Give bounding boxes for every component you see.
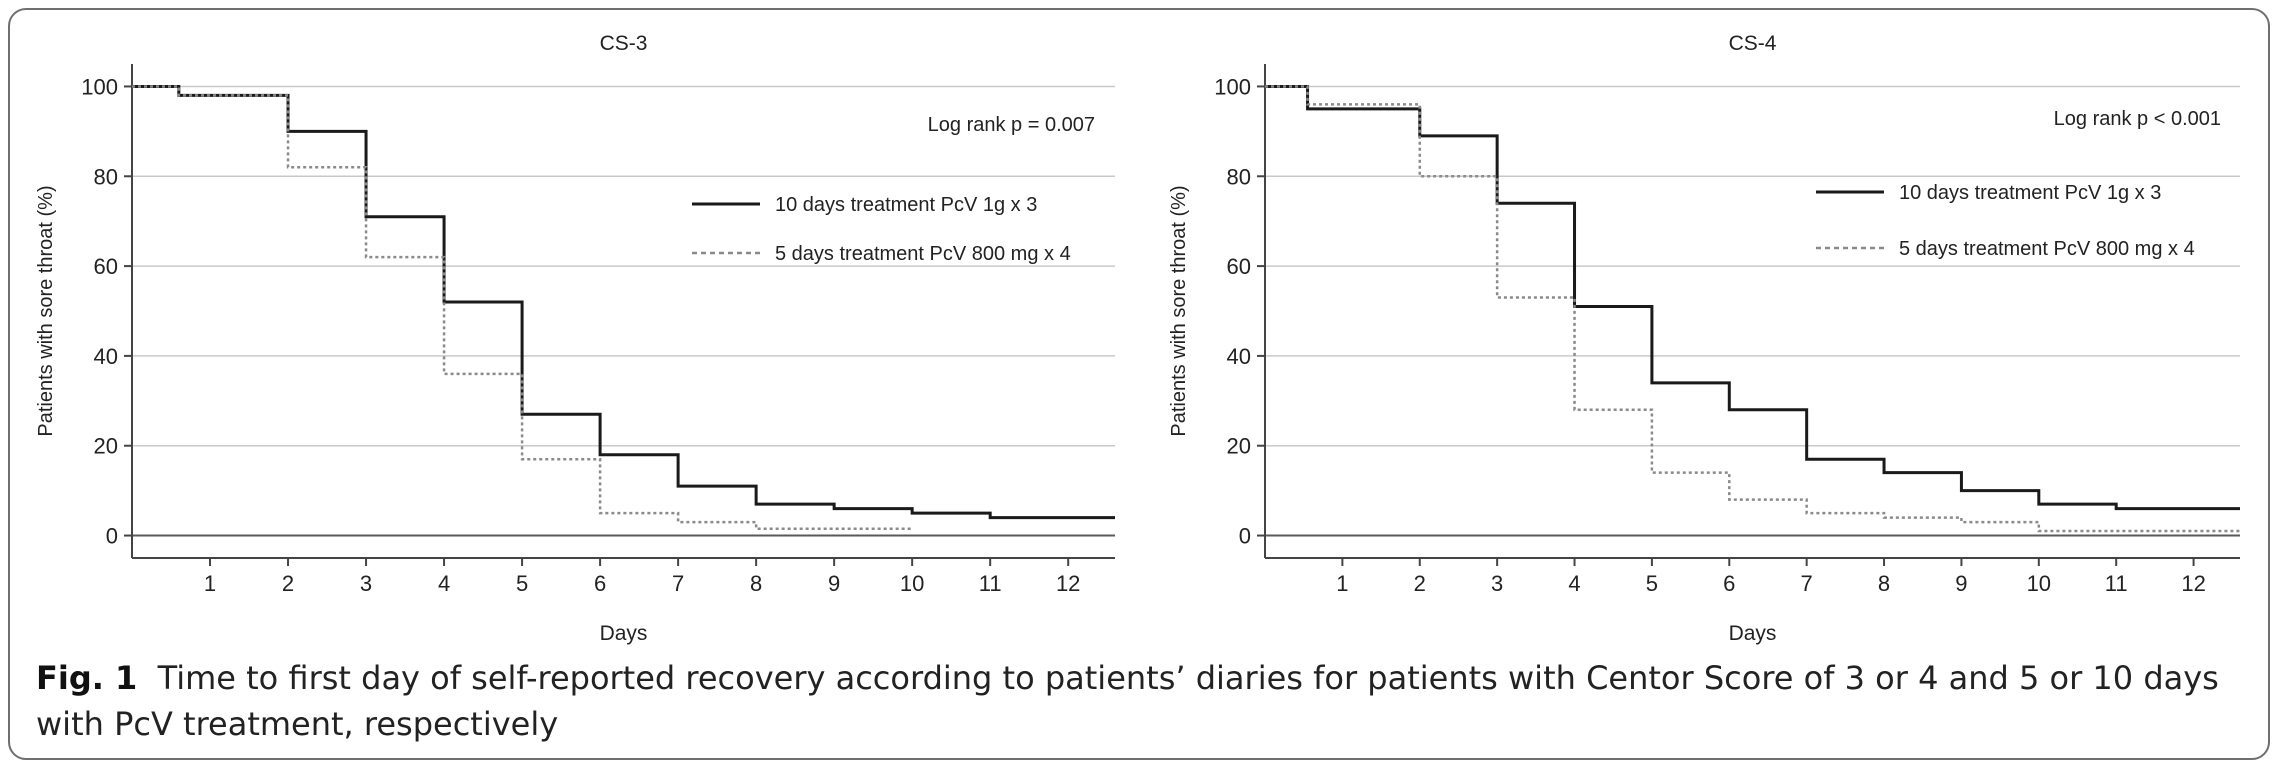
x-tick-label: 2 bbox=[282, 571, 294, 596]
legend-label: 10 days treatment PcV 1g x 3 bbox=[1899, 182, 2161, 204]
x-tick-label: 5 bbox=[516, 571, 528, 596]
y-tick-label: 60 bbox=[94, 254, 118, 279]
x-tick-label: 5 bbox=[1646, 571, 1658, 596]
y-tick-label: 40 bbox=[94, 344, 118, 369]
x-tick-label: 3 bbox=[1491, 571, 1503, 596]
y-tick-label: 80 bbox=[94, 164, 118, 189]
y-tick-label: 40 bbox=[1227, 344, 1251, 369]
x-tick-label: 8 bbox=[750, 571, 762, 596]
series-line-5-days bbox=[132, 85, 913, 531]
x-tick-label: 7 bbox=[1801, 571, 1813, 596]
x-tick-label: 8 bbox=[1878, 571, 1890, 596]
x-axis-label: Days bbox=[1729, 622, 1777, 645]
x-tick-label: 1 bbox=[204, 571, 216, 596]
x-tick-label: 3 bbox=[360, 571, 372, 596]
x-tick-label: 2 bbox=[1414, 571, 1426, 596]
chart-title: CS-4 bbox=[1729, 32, 1777, 55]
legend-label: 5 days treatment PcV 800 mg x 4 bbox=[1899, 238, 2195, 260]
legend-label: 5 days treatment PcV 800 mg x 4 bbox=[775, 243, 1071, 265]
figure-caption: Fig. 1 Time to first day of self-reporte… bbox=[36, 655, 2236, 747]
caption-text: Time to first day of self-reported recov… bbox=[36, 659, 2219, 743]
y-tick-label: 60 bbox=[1227, 254, 1251, 279]
y-tick-label: 80 bbox=[1227, 164, 1251, 189]
y-axis-label: Patients with sore throat (%) bbox=[35, 185, 57, 436]
log-rank-annotation: Log rank p = 0.007 bbox=[928, 114, 1095, 136]
x-axis-label: Days bbox=[600, 622, 648, 645]
legend-label: 10 days treatment PcV 1g x 3 bbox=[775, 194, 1037, 216]
x-tick-label: 7 bbox=[672, 571, 684, 596]
y-tick-label: 20 bbox=[94, 434, 118, 459]
y-tick-label: 100 bbox=[1214, 74, 1251, 99]
y-tick-label: 100 bbox=[81, 74, 118, 99]
log-rank-annotation: Log rank p < 0.001 bbox=[2054, 108, 2221, 130]
x-tick-label: 4 bbox=[1568, 571, 1580, 596]
chart-title: CS-3 bbox=[600, 32, 648, 55]
x-tick-label: 12 bbox=[2181, 571, 2205, 596]
x-tick-label: 9 bbox=[828, 571, 840, 596]
x-tick-label: 6 bbox=[594, 571, 606, 596]
x-tick-label: 1 bbox=[1336, 571, 1348, 596]
x-tick-label: 11 bbox=[979, 571, 1002, 596]
x-tick-label: 12 bbox=[1056, 571, 1080, 596]
series-line-5-days bbox=[1265, 85, 2240, 533]
x-tick-label: 10 bbox=[2027, 571, 2051, 596]
y-axis-label: Patients with sore throat (%) bbox=[1168, 185, 1190, 436]
series-line-10-days bbox=[132, 84, 1115, 520]
x-tick-label: 10 bbox=[900, 571, 924, 596]
x-tick-label: 11 bbox=[2105, 571, 2128, 596]
y-tick-label: 0 bbox=[1239, 524, 1251, 549]
y-tick-label: 20 bbox=[1227, 434, 1251, 459]
x-tick-label: 4 bbox=[438, 571, 450, 596]
y-tick-label: 0 bbox=[106, 524, 118, 549]
x-tick-label: 6 bbox=[1723, 571, 1735, 596]
x-tick-label: 9 bbox=[1955, 571, 1967, 596]
caption-label: Fig. 1 bbox=[36, 659, 138, 697]
figure-frame bbox=[8, 8, 2270, 760]
